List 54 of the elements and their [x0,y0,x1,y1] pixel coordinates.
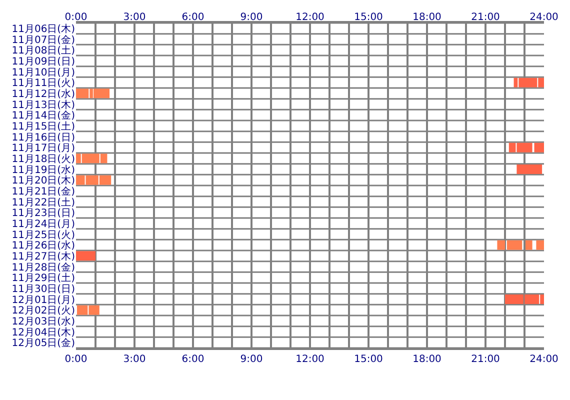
x2-tick-label: 21:00 [471,354,500,365]
y-tick-label: 11月22日(土) [12,196,76,208]
y-tick-label: 12月05日(金) [12,337,76,350]
y-tick-label: 11月21日(金) [12,185,76,198]
y-tick-label: 11月17日(月) [12,143,76,154]
y-tick-label: 11月15日(土) [12,120,76,132]
y-tick-label: 11月11日(火) [12,77,76,90]
y-tick-label: 11月08日(土) [12,44,76,57]
y-tick-label: 11月27日(木) [12,250,76,262]
y-tick-label: 12月02日(火) [12,304,76,317]
y-tick-label: 11月06日(木) [12,22,76,35]
x2-tick-label: 18:00 [412,354,442,365]
x-tick-label: 3:00 [123,12,146,23]
x2-tick-label: 15:00 [354,354,383,365]
x-tick-label: 6:00 [182,12,204,23]
y-tick-label: 11月26日(水) [12,240,76,252]
x2-tick-label: 9:00 [240,354,263,365]
x-tick-label: 24:00 [530,12,558,23]
x-tick-label: 15:00 [354,12,383,23]
x-tick-label: 0:00 [64,12,88,23]
y-tick-label: 11月16日(日) [12,132,76,144]
y-tick-label: 11月09日(日) [12,56,76,68]
y-tick-label: 12月03日(水) [12,315,76,328]
y-tick-label: 11月18日(火) [12,152,76,165]
bar [516,164,542,174]
y-tick-label: 11月07日(金) [12,34,76,46]
x2-tick-label: 12:00 [296,354,324,365]
bar [525,240,532,250]
x-tick-label: 21:00 [471,12,500,23]
x2-tick-label: 3:00 [123,354,146,365]
bar [76,251,96,261]
y-tick-label: 11月23日(日) [12,208,76,220]
y-tick-label: 11月10日(月) [12,67,76,78]
x-tick-label: 9:00 [240,12,263,23]
y-tick-label: 11月25日(火) [12,228,76,241]
y-tick-label: 11月29日(土) [12,272,76,284]
x2-tick-label: 24:00 [530,354,558,365]
y-tick-label: 12月01日(月) [12,294,76,306]
x2-tick-label: 0:00 [64,354,88,365]
y-tick-label: 11月19日(水) [12,164,76,176]
y-tick-label: 12月04日(木) [12,326,76,338]
y-tick-label: 11月12日(水) [12,88,76,100]
y-tick-label: 11月24日(月) [12,218,76,230]
bar [94,88,110,98]
x2-tick-label: 6:00 [182,354,204,365]
x-tick-label: 18:00 [412,12,442,23]
bar [506,240,522,250]
y-tick-label: 11月28日(金) [12,261,76,274]
y-tick-label: 11月20日(木) [12,174,76,187]
y-tick-label: 11月13日(木) [12,98,76,111]
bar [536,240,544,250]
x-tick-label: 12:00 [296,12,324,23]
y-tick-label: 11月14日(金) [12,110,76,122]
y-tick-label: 11月30日(日) [12,284,76,295]
